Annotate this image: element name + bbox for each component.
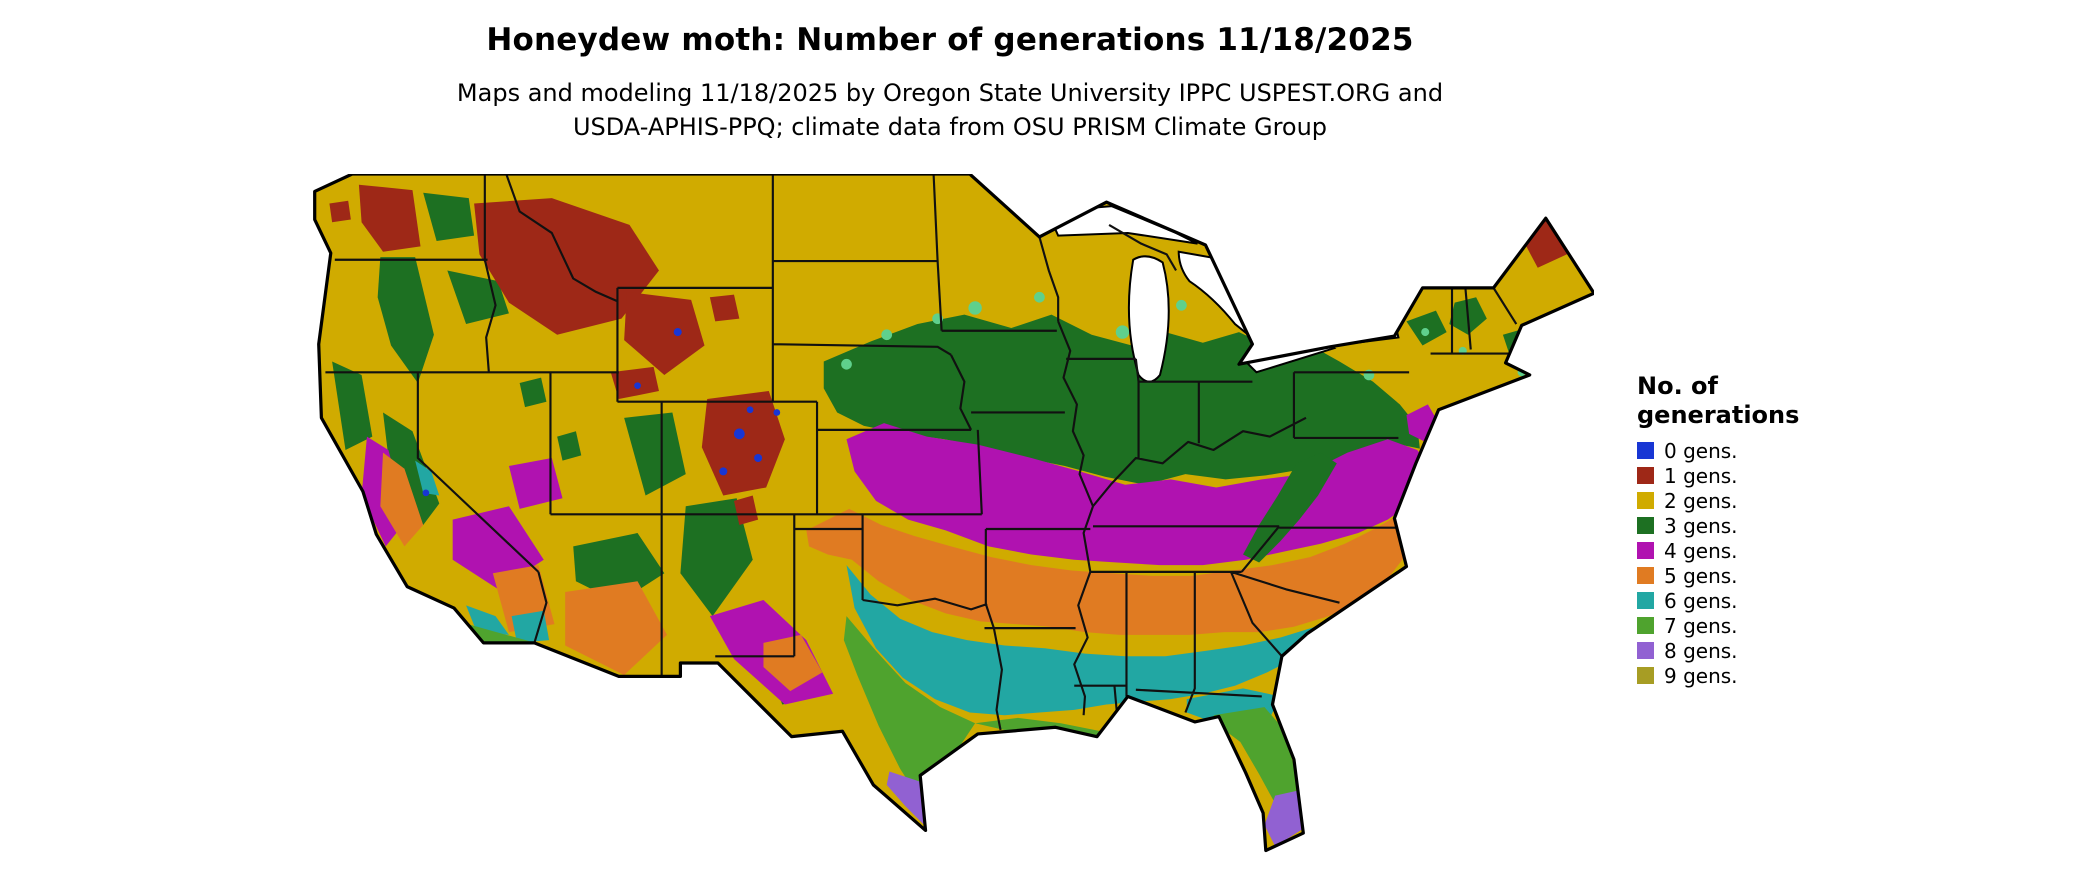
- us-generations-map: [308, 174, 1594, 884]
- legend-swatch-7: [1637, 617, 1654, 634]
- subtitle-line-2: USDA-APHIS-PPQ; climate data from OSU PR…: [572, 113, 1328, 141]
- state-borders: [325, 174, 1518, 731]
- us-outline: [313, 174, 1594, 853]
- zone-0-gens: [422, 328, 781, 497]
- zone-6-gens: [415, 460, 1343, 724]
- legend-items: 0 gens. 1 gens. 2 gens. 3 gens. 4 gens. …: [1637, 438, 1877, 688]
- legend-item-3: 3 gens.: [1637, 513, 1877, 538]
- zone-3-gens: [332, 192, 1530, 705]
- legend-item-9: 9 gens.: [1637, 663, 1877, 688]
- legend-label-6: 6 gens.: [1664, 588, 1738, 613]
- legend-label-9: 9 gens.: [1664, 663, 1738, 688]
- legend-item-4: 4 gens.: [1637, 538, 1877, 563]
- legend-item-5: 5 gens.: [1637, 563, 1877, 588]
- page-subtitle: Maps and modeling 11/18/2025 by Oregon S…: [0, 76, 1900, 144]
- legend-label-2: 2 gens.: [1664, 488, 1738, 513]
- legend-item-6: 6 gens.: [1637, 588, 1877, 613]
- legend-swatch-0: [1637, 442, 1654, 459]
- legend-label-3: 3 gens.: [1664, 513, 1738, 538]
- legend-swatch-1: [1637, 467, 1654, 484]
- zone-8-gens: [886, 771, 1305, 847]
- legend-swatch-5: [1637, 567, 1654, 584]
- legend-label-1: 1 gens.: [1664, 463, 1738, 488]
- zone-3-gens-appalachia: [1243, 452, 1337, 563]
- legend-swatch-4: [1637, 542, 1654, 559]
- legend-label-0: 0 gens.: [1664, 438, 1738, 463]
- header: Honeydew moth: Number of generations 11/…: [0, 22, 1900, 144]
- legend-item-7: 7 gens.: [1637, 613, 1877, 638]
- legend-item-1: 1 gens.: [1637, 463, 1877, 488]
- legend: No. of generations 0 gens. 1 gens. 2 gen…: [1637, 372, 1877, 688]
- legend-label-5: 5 gens.: [1664, 563, 1738, 588]
- legend-swatch-2: [1637, 492, 1654, 509]
- legend-title-line-1: No. of: [1637, 372, 1718, 400]
- legend-item-2: 2 gens.: [1637, 488, 1877, 513]
- subtitle-line-1: Maps and modeling 11/18/2025 by Oregon S…: [456, 79, 1444, 107]
- map-svg: [313, 174, 1594, 868]
- page-title: Honeydew moth: Number of generations 11/…: [486, 22, 1414, 58]
- legend-item-8: 8 gens.: [1637, 638, 1877, 663]
- legend-title: No. of generations: [1637, 372, 1877, 430]
- legend-label-7: 7 gens.: [1664, 613, 1738, 638]
- legend-swatch-9: [1637, 667, 1654, 684]
- legend-item-0: 0 gens.: [1637, 438, 1877, 463]
- legend-title-line-2: generations: [1637, 401, 1800, 429]
- lake-michigan: [1127, 255, 1170, 383]
- legend-swatch-6: [1637, 592, 1654, 609]
- legend-swatch-8: [1637, 642, 1654, 659]
- legend-label-4: 4 gens.: [1664, 538, 1738, 563]
- zone-9-gens: [1256, 852, 1285, 868]
- legend-label-8: 8 gens.: [1664, 638, 1738, 663]
- legend-swatch-3: [1637, 517, 1654, 534]
